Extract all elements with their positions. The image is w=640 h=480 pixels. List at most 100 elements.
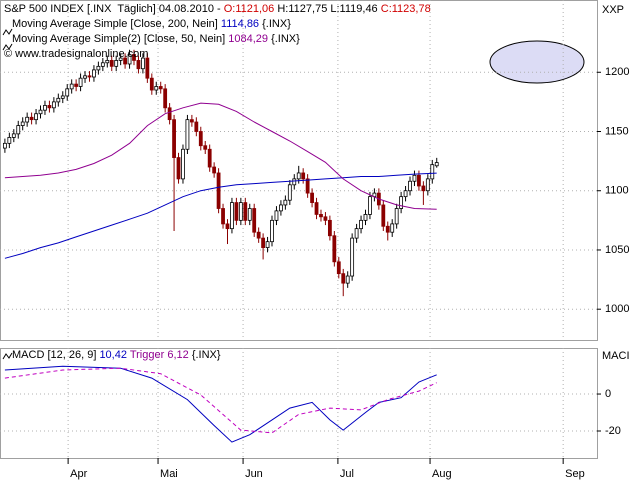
candle-body [341, 273, 346, 284]
candle-body [327, 219, 332, 237]
main-panel-frame [0, 0, 598, 341]
candle-body [118, 57, 123, 61]
candle-body [56, 97, 61, 103]
legend-value: 1114,86 [220, 18, 260, 30]
x-tick-label: Jul [340, 468, 354, 480]
candle-body [20, 121, 25, 126]
candle-body [256, 231, 261, 239]
candle-body [421, 185, 426, 192]
candle-body [114, 60, 119, 67]
candle-body [207, 148, 212, 168]
candle-body [350, 237, 355, 277]
ohlc-label: L:1119,46 [330, 3, 378, 15]
candle-body [29, 116, 34, 121]
legend-value: 1084,29 [228, 33, 269, 45]
candle-body [11, 133, 16, 138]
legend-source: {.INX} [191, 349, 221, 361]
candle-body [34, 113, 38, 121]
candle-body [243, 202, 248, 221]
y-tick-label: 0 [605, 388, 611, 400]
candle-body [216, 172, 221, 209]
candle-body [430, 164, 435, 180]
candle-body [198, 131, 203, 147]
candle-body [176, 157, 181, 180]
candle-body [132, 54, 136, 61]
candle-body [381, 204, 386, 227]
candle-body [194, 121, 199, 132]
candle-body [123, 57, 127, 65]
candle-body [279, 204, 283, 212]
series-line [4, 102, 437, 210]
candle-body [417, 174, 421, 187]
legend-icon [2, 352, 13, 360]
x-tick-label: Mai [160, 468, 178, 480]
candle-body [7, 137, 12, 144]
candle-body [319, 214, 323, 218]
candle-body [247, 208, 252, 221]
candle-body [345, 275, 350, 284]
candle-body [252, 208, 257, 233]
legend-entry: MACD [12, 26, 9] 10,42 Trigger 6,12 {.IN… [12, 349, 221, 362]
candle-body [368, 196, 372, 215]
x-tick-label: Aug [432, 468, 452, 480]
axis-label: XXP [602, 4, 624, 16]
candle-body [158, 86, 163, 90]
candle-body [2, 142, 7, 149]
candle-body [136, 60, 141, 70]
candle-body [225, 223, 230, 230]
candle-body [96, 65, 101, 71]
legend-name: MACD [12, 26, 9] [12, 349, 97, 361]
candle-body [283, 199, 288, 206]
candle-body [323, 216, 328, 221]
series-line [4, 367, 437, 434]
legend-entry: Moving Average Simple(2) [Close, 50, Nei… [12, 33, 300, 46]
candle-body [25, 116, 30, 123]
candle-body [109, 60, 114, 67]
candle-body [167, 107, 172, 121]
candle-body [336, 261, 341, 275]
candle-body [181, 148, 185, 180]
candle-body [38, 109, 43, 115]
candle-body [296, 172, 301, 180]
candle-body [127, 54, 132, 65]
candle-body [212, 166, 217, 174]
ohlc-label: O:1121,06 [223, 3, 275, 15]
candle-body [270, 219, 274, 243]
legend-value: 6,12 [167, 349, 189, 361]
series-line [4, 172, 437, 259]
x-tick-label: Apr [70, 468, 87, 480]
candle-body [43, 105, 47, 111]
legend-name: Moving Average Simple [Close, 200, Nein] [12, 18, 218, 30]
candle-body [301, 172, 306, 180]
candle-body [92, 69, 96, 78]
legend-icon [2, 28, 13, 36]
candle-body [434, 162, 439, 167]
candle-body [274, 210, 279, 221]
y-tick-label: 1150 [605, 125, 629, 137]
candle-body [141, 57, 145, 70]
candle-body [292, 178, 297, 186]
candle-body [203, 145, 208, 150]
candle-body [16, 125, 21, 135]
legend-name: Trigger [129, 349, 165, 361]
candle-body [51, 101, 56, 109]
macd-panel-frame [0, 348, 598, 459]
candle-body [399, 196, 404, 209]
candle-body [363, 214, 368, 221]
candle-body [69, 83, 74, 90]
candle-body [354, 228, 359, 239]
candle-body [185, 119, 190, 150]
candle-body [221, 208, 225, 225]
x-tick-label: Sep [565, 468, 585, 480]
legend-source: {.INX} [271, 33, 300, 45]
y-tick-label: -20 [605, 425, 621, 437]
candle-body [172, 119, 176, 158]
candle-body [60, 95, 65, 99]
source: © www.tradesignalonline.com [4, 48, 149, 60]
title: S&P 500 INDEX [.INX Täglich] 04.08.2010 … [4, 3, 221, 15]
candle-body [390, 223, 395, 233]
series-line [4, 365, 437, 443]
candle-body [65, 88, 70, 97]
candle-body [238, 202, 243, 221]
legend-name: Moving Average Simple(2) [Close, 50, Nei… [12, 33, 226, 45]
